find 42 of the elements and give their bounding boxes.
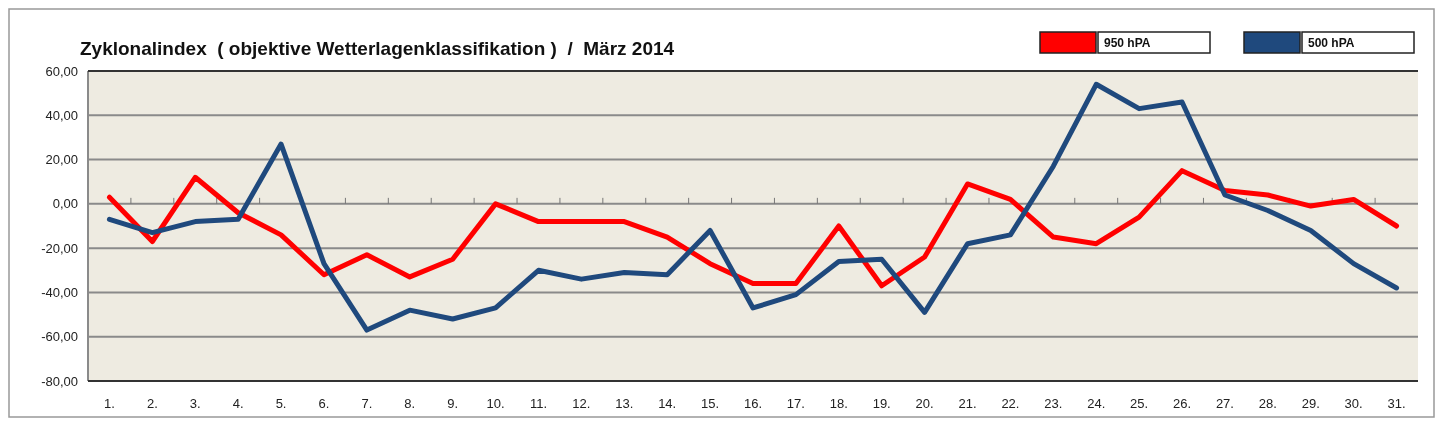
x-tick-label: 28. — [1258, 396, 1277, 411]
x-tick-label: 20. — [915, 396, 934, 411]
x-tick-label: 13. — [615, 396, 634, 411]
x-tick-label: 16. — [743, 396, 763, 411]
x-tick-label: 22. — [1001, 396, 1020, 411]
legend-label: 950 hPA — [1104, 36, 1151, 50]
x-tick-label: 18. — [829, 396, 848, 411]
x-tick-label: 14. — [658, 396, 677, 411]
x-tick-label: 29. — [1301, 396, 1320, 411]
x-tick-label: 15. — [701, 396, 720, 411]
x-tick-label: 19. — [872, 396, 891, 411]
x-tick-label: 11. — [529, 396, 548, 411]
chart-title: Zyklonalindex ( objektive Wetterlagenklassifikation ) / März 2014 — [80, 38, 675, 59]
x-tick-label: 10. — [486, 396, 505, 411]
y-tick-label: 60,00 — [45, 63, 78, 79]
x-tick-label: 2. — [146, 396, 158, 411]
x-tick-label: 3. — [189, 396, 201, 411]
y-tick-label: 0,00 — [52, 196, 78, 212]
x-tick-label: 21. — [958, 396, 977, 411]
y-tick-label: -20,00 — [41, 240, 78, 256]
x-tick-label: 6. — [318, 396, 330, 411]
x-tick-label: 27. — [1215, 396, 1234, 411]
x-tick-label: 1. — [104, 396, 115, 411]
x-tick-label: 12. — [572, 396, 591, 411]
y-tick-label: -80,00 — [41, 373, 78, 389]
x-tick-label: 31. — [1387, 396, 1406, 411]
x-tick-label: 7. — [361, 396, 373, 411]
y-tick-label: -40,00 — [41, 284, 78, 300]
x-tick-label: 9. — [447, 396, 459, 411]
x-tick-label: 4. — [232, 396, 244, 411]
x-tick-label: 26. — [1172, 396, 1192, 411]
y-tick-label: 20,00 — [45, 152, 78, 168]
x-tick-label: 25. — [1130, 396, 1149, 411]
legend-label: 500 hPA — [1308, 36, 1355, 50]
x-tick-label: 30. — [1344, 396, 1363, 411]
x-tick-label: 23. — [1044, 396, 1063, 411]
x-tick-label: 17. — [786, 396, 805, 411]
x-tick-label: 5. — [275, 396, 287, 411]
y-tick-label: 40,00 — [45, 107, 78, 123]
y-tick-label: -60,00 — [41, 329, 78, 345]
x-tick-label: 8. — [404, 396, 416, 411]
x-tick-label: 24. — [1087, 396, 1106, 411]
